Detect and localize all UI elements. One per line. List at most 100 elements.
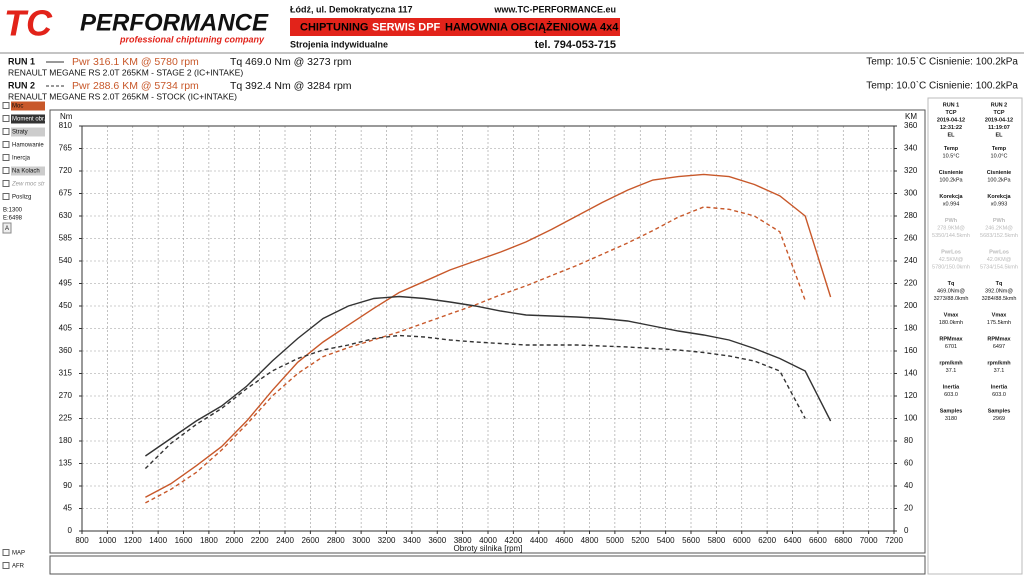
x-tick-label: 2600 (301, 536, 319, 545)
option-bg (11, 114, 45, 124)
option-label[interactable]: Zew moc str (11, 182, 46, 188)
checkbox[interactable] (2, 102, 10, 109)
run-conditions: Temp: 10.5`C Cisnienie: 100.2kPa (866, 56, 1018, 68)
x-tick-label: 3200 (378, 536, 396, 545)
checkbox[interactable] (2, 167, 10, 174)
stat-value: 42.5KM@ (939, 257, 964, 263)
option-label[interactable]: Hamowanie (12, 143, 44, 149)
run-torque: Tq 469.0 Nm @ 3273 rpm (230, 56, 352, 68)
run-info: 12:31:22 (940, 125, 962, 131)
option-label[interactable]: AFR (12, 564, 25, 570)
y2-tick-label: 80 (904, 436, 913, 445)
chart-frame (49, 109, 926, 554)
run-power: Pwr 316.1 KM @ 5780 rpm (72, 56, 199, 68)
option-label[interactable]: MAP (12, 551, 25, 557)
x-tick-label: 6800 (834, 536, 852, 545)
run-car: RENAULT MEGANE RS 2.0T 265KM - STAGE 2 (… (8, 67, 243, 77)
option-label[interactable]: Poslizg (12, 195, 31, 201)
stat-value: 246.2KM@ (985, 225, 1013, 231)
logo-tc: TC (4, 3, 53, 44)
y2-tick-label: 100 (904, 414, 918, 423)
banner (290, 18, 620, 36)
x-tick-label: 1000 (98, 536, 116, 545)
stat-value: 2969 (993, 416, 1005, 422)
stat-value: 392.0Nm@ (985, 288, 1013, 294)
stat-label: Tq (996, 281, 1003, 287)
phone: tel. 794-053-715 (535, 39, 616, 51)
run-info: RUN 1 (943, 102, 960, 108)
y-tick-label: 405 (59, 324, 73, 333)
y-axis-label: Nm (60, 112, 73, 121)
y-tick-label: 90 (63, 481, 72, 490)
stat-label: RPMmax (987, 336, 1011, 342)
begin-rpm: B:1300 (3, 208, 23, 214)
stat-value: 5683/152.5kmh (980, 233, 1018, 239)
stat-value: 5780/150.0kmh (932, 264, 970, 270)
stat-value: x0.994 (943, 201, 960, 207)
y-tick-label: 225 (59, 414, 73, 423)
run-info: TCP (946, 110, 957, 116)
x-tick-label: 5400 (657, 536, 675, 545)
x-tick-label: 4800 (581, 536, 599, 545)
run-power: Pwr 288.6 KM @ 5734 rpm (72, 80, 199, 92)
y2-tick-label: 120 (904, 391, 918, 400)
stat-value: 5350/144.5kmh (932, 233, 970, 239)
run-info: TCP (994, 110, 1005, 116)
run-torque: Tq 392.4 Nm @ 3284 rpm (230, 80, 352, 92)
y-tick-label: 0 (68, 526, 73, 535)
run-car: RENAULT MEGANE RS 2.0T 265KM - STOCK (IC… (8, 91, 237, 101)
stat-value: 3284/88.5kmh (982, 296, 1017, 302)
run-info: 2019-04-12 (985, 117, 1013, 123)
button-label[interactable]: A (5, 226, 9, 232)
option-label[interactable]: Moment obr. (12, 117, 46, 123)
address: Łódź, ul. Demokratyczna 117 (290, 4, 413, 14)
checkbox[interactable] (2, 141, 10, 148)
y2-tick-label: 280 (904, 211, 918, 220)
x-tick-label: 6200 (758, 536, 776, 545)
stat-label: rpm/kmh (939, 360, 963, 366)
checkbox[interactable] (2, 549, 10, 556)
y2-tick-label: 140 (904, 369, 918, 378)
banner-item: SERWIS DPF (372, 21, 441, 33)
checkbox[interactable] (2, 180, 10, 187)
y-tick-label: 720 (59, 166, 73, 175)
x-axis-label: Obroty silnika [rpm] (454, 544, 523, 553)
checkbox[interactable] (2, 154, 10, 161)
x-tick-label: 1800 (200, 536, 218, 545)
button[interactable] (2, 222, 12, 234)
stat-label: Inertia (943, 384, 960, 390)
y2-tick-label: 220 (904, 279, 918, 288)
checkbox[interactable] (2, 128, 10, 135)
x-tick-label: 2800 (327, 536, 345, 545)
stat-value: 3180 (945, 416, 957, 422)
stat-label: Samples (940, 408, 963, 414)
x-tick-label: 3000 (352, 536, 370, 545)
stat-value: 6701 (945, 344, 957, 350)
y2-tick-label: 0 (904, 526, 909, 535)
x-tick-label: 5000 (606, 536, 624, 545)
y-tick-label: 270 (59, 391, 73, 400)
stat-value: 5734/154.5kmh (980, 264, 1018, 270)
x-tick-label: 2400 (276, 536, 294, 545)
option-label[interactable]: Moc (12, 104, 23, 110)
stat-value: 3273/88.0kmh (934, 296, 969, 302)
option-label[interactable]: Na Kolach (12, 169, 40, 175)
run-conditions: Temp: 10.0`C Cisnienie: 100.2kPa (866, 80, 1018, 92)
option-label[interactable]: Inercja (12, 156, 31, 162)
y2-tick-label: 180 (904, 324, 918, 333)
run-name: RUN 1 (8, 56, 35, 66)
checkbox[interactable] (2, 562, 10, 569)
option-bg (11, 101, 45, 111)
y-tick-label: 360 (59, 346, 73, 355)
x-tick-label: 2200 (251, 536, 269, 545)
x-tick-label: 800 (75, 536, 89, 545)
checkbox[interactable] (2, 193, 10, 200)
run-info: EL (995, 132, 1003, 138)
y2-tick-label: 60 (904, 459, 913, 468)
x-tick-label: 5600 (682, 536, 700, 545)
stat-label: Temp (944, 146, 959, 152)
x-tick-label: 4400 (530, 536, 548, 545)
option-label[interactable]: Straty (12, 130, 28, 136)
checkbox[interactable] (2, 115, 10, 122)
series-line (145, 295, 832, 457)
